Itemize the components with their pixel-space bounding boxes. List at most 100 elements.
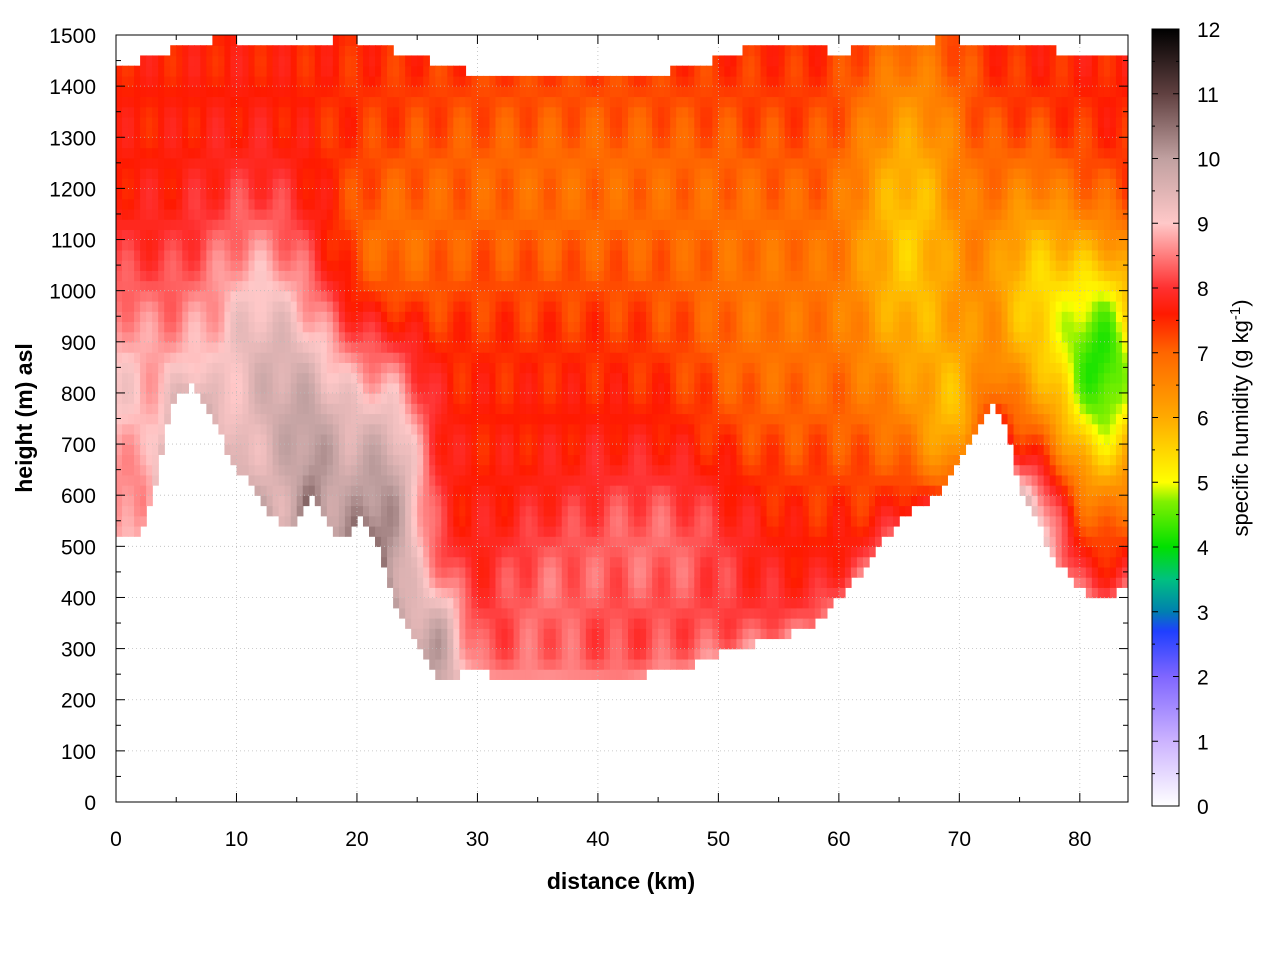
humidity-cell	[676, 607, 683, 619]
humidity-cell	[555, 587, 563, 599]
humidity-cell	[579, 587, 587, 599]
humidity-cell	[495, 433, 503, 445]
humidity-cell	[567, 239, 575, 251]
humidity-cell	[495, 587, 503, 599]
humidity-cell	[459, 433, 467, 445]
humidity-cell	[152, 300, 159, 312]
humidity-cell	[290, 423, 298, 435]
humidity-cell	[212, 311, 220, 323]
humidity-cell	[634, 239, 641, 251]
humidity-cell	[483, 556, 491, 568]
humidity-cell	[230, 147, 238, 159]
humidity-cell	[290, 413, 298, 425]
humidity-cell	[411, 362, 418, 374]
humidity-cell	[652, 587, 659, 599]
humidity-cell	[314, 474, 322, 486]
humidity-cell	[338, 341, 346, 353]
humidity-cell	[465, 525, 473, 537]
humidity-cell	[356, 362, 364, 374]
humidity-cell	[561, 607, 569, 619]
humidity-cell	[212, 362, 220, 374]
humidity-cell	[375, 270, 382, 282]
humidity-cell	[134, 198, 141, 210]
humidity-cell	[531, 147, 539, 159]
humidity-cell	[549, 137, 557, 149]
humidity-cell	[483, 525, 491, 537]
humidity-cell	[664, 208, 671, 220]
humidity-cell	[356, 352, 364, 363]
humidity-cell	[260, 474, 268, 486]
humidity-cell	[405, 587, 412, 599]
humidity-cell	[622, 229, 629, 241]
humidity-cell	[218, 188, 226, 200]
humidity-cell	[170, 116, 177, 128]
humidity-cell	[284, 55, 292, 67]
humidity-cell	[622, 321, 629, 333]
humidity-cell	[362, 341, 370, 353]
humidity-cell	[266, 311, 274, 323]
humidity-cell	[483, 249, 491, 261]
humidity-cell	[399, 96, 406, 108]
humidity-cell	[615, 423, 623, 435]
humidity-cell	[338, 495, 346, 507]
humidity-cell	[248, 178, 256, 190]
humidity-cell	[272, 484, 280, 496]
humidity-cell	[597, 628, 605, 640]
humidity-cell	[134, 474, 141, 486]
humidity-cell	[411, 321, 418, 333]
humidity-cell	[140, 392, 147, 404]
humidity-cell	[164, 229, 171, 241]
humidity-cell	[459, 300, 467, 312]
humidity-cell	[423, 525, 430, 537]
humidity-cell	[465, 259, 473, 271]
humidity-cell	[591, 505, 599, 517]
humidity-cell	[248, 127, 256, 138]
humidity-cell	[254, 157, 262, 169]
humidity-cell	[513, 188, 521, 200]
humidity-cell	[254, 208, 262, 220]
humidity-cell	[350, 300, 358, 312]
humidity-cell	[423, 362, 430, 374]
humidity-cell	[609, 587, 617, 599]
humidity-cell	[140, 444, 147, 455]
humidity-cell	[591, 75, 599, 87]
humidity-cell	[646, 137, 653, 149]
humidity-cell	[543, 464, 551, 476]
humidity-cell	[248, 321, 256, 333]
humidity-cell	[477, 229, 485, 241]
humidity-cell	[417, 444, 424, 455]
humidity-cell	[230, 270, 238, 282]
humidity-cell	[676, 290, 683, 302]
humidity-cell	[640, 280, 647, 292]
humidity-cell	[471, 648, 479, 660]
humidity-cell	[266, 495, 274, 507]
humidity-cell	[688, 147, 695, 159]
humidity-cell	[694, 321, 702, 333]
humidity-cell	[423, 474, 430, 486]
humidity-cell	[483, 219, 491, 231]
humidity-cell	[387, 433, 394, 445]
humidity-cell	[495, 290, 503, 302]
humidity-cell	[646, 505, 653, 517]
humidity-cell	[543, 280, 551, 292]
humidity-cell	[356, 290, 364, 302]
humidity-cell	[664, 178, 671, 190]
humidity-cell	[670, 188, 677, 200]
humidity-cell	[206, 321, 214, 333]
humidity-cell	[622, 382, 629, 394]
humidity-cell	[525, 556, 533, 568]
humidity-cell	[459, 566, 467, 578]
humidity-cell	[676, 597, 683, 609]
humidity-cell	[682, 628, 689, 640]
humidity-cell	[603, 444, 611, 455]
humidity-cell	[134, 444, 141, 455]
humidity-cell	[658, 96, 665, 108]
humidity-cell	[362, 65, 370, 77]
humidity-cell	[670, 392, 677, 404]
humidity-cell	[682, 280, 689, 292]
humidity-cell	[628, 556, 635, 568]
humidity-cell	[435, 321, 442, 333]
humidity-cell	[399, 321, 406, 333]
humidity-cell	[658, 270, 665, 282]
humidity-cell	[489, 311, 497, 323]
